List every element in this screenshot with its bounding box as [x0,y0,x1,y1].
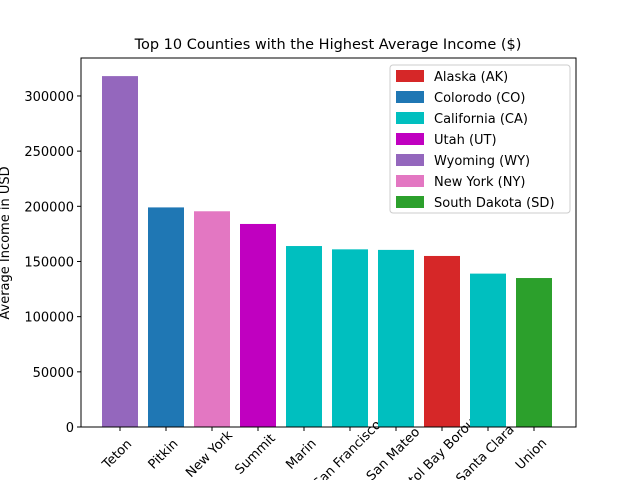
legend-swatch [396,154,424,166]
x-tick-label: Pitkin [146,437,182,473]
legend-label: Colorodo (CO) [434,91,525,106]
x-tick-label: New York [183,428,236,480]
y-axis-label: Average Income in USD [0,166,13,319]
legend-box [389,64,571,214]
y-tick-label: 200000 [24,200,74,215]
legend: Alaska (AK) Colorodo (CO) California (CA) U… [389,64,571,214]
bar [102,76,138,427]
x-tick-label: Teton [99,437,135,473]
legend-swatch [396,175,424,187]
chart-title: Top 10 Counties with the Highest Average… [134,37,522,53]
bar [378,249,414,427]
legend-swatch [396,70,424,82]
y-tick-label: 50000 [33,366,74,381]
legend-swatch [396,91,424,103]
y-tick-label: 100000 [24,311,74,326]
x-tick-label: Union [513,436,550,473]
bar [194,211,230,427]
axes-frame [80,57,577,428]
legend-label: Alaska (AK) [434,70,508,85]
legend-swatch [396,133,424,145]
bar [240,223,276,427]
legend-label: California (CA) [434,112,528,127]
y-tick-label: 300000 [24,90,74,105]
bar [148,207,184,427]
y-tick-label: 0 [66,421,74,436]
legend-label: New York (NY) [434,175,525,190]
bar [332,249,368,427]
y-tick-label: 250000 [24,145,74,160]
x-tick-label: Marin [283,436,319,472]
legend-label: South Dakota (SD) [434,196,555,211]
legend-swatch [396,196,424,208]
bar [424,255,460,427]
y-tick-label: 150000 [24,255,74,270]
bar [470,273,506,427]
legend-swatch [396,112,424,124]
legend-label: Utah (UT) [434,133,497,148]
bar [516,278,552,427]
legend-label: Wyoming (WY) [434,154,530,169]
x-tick-label: Summit [232,431,278,477]
bar [286,246,322,427]
